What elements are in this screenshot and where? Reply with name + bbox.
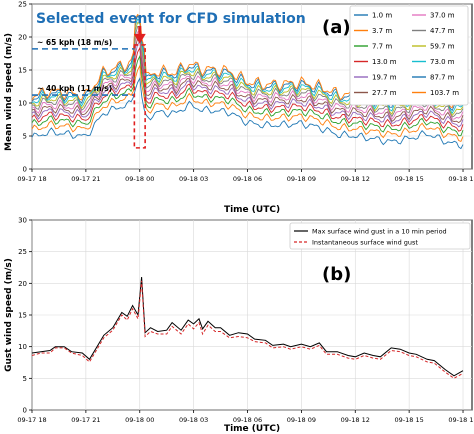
panel-a-legend-label: 87.7 m [430, 74, 455, 82]
panel-a-legend-box [349, 5, 469, 106]
panel-a-legend-label: 47.7 m [430, 27, 455, 35]
panel-a-x-tick-label: 09-18 09 [287, 175, 316, 183]
panel-a-legend-label: 103.7 m [430, 89, 459, 97]
panel-b-x-tick-label: 09-18 09 [287, 416, 316, 424]
panel-a-series-line-6 [31, 34, 464, 124]
panel-a-annotations: ~ 65 kph (18 m/s) ~ 40 kph (11 m/s) [32, 26, 146, 149]
panel-b-series-lines [31, 276, 464, 379]
panel-a-x-tick-label: 09-18 00 [125, 175, 154, 183]
panel-a-x-axis-label: Time (UTC) [224, 205, 280, 215]
panel-a-title: Selected event for CFD simulation [36, 11, 306, 27]
panel-b-grid [31, 219, 472, 411]
panel-a-ticks: 09-17 18 09-17 21 09-18 00 09-18 03 09-18 06… [17, 1, 474, 184]
panel-a-legend-label: 27.7 m [372, 89, 397, 97]
panel-a-series-line-5 [31, 39, 464, 128]
panel-a-x-tick-label: 09-18 06 [233, 175, 262, 183]
panel-a-x-tick-label: 09-17 21 [71, 175, 100, 183]
panel-b-series-line-2 [31, 280, 464, 379]
panel-a-y-tick-label: 10 [18, 100, 27, 108]
panel-b-y-tick-label: 10 [18, 343, 27, 351]
panel-b-y-tick-label: 15 [18, 312, 27, 320]
panel-a: ~ 65 kph (18 m/s) ~ 40 kph (11 m/s) 09-17… [4, 1, 474, 216]
panel-a-y-tick-label: 5 [23, 133, 27, 141]
panel-b: 09-17 18 09-17 21 09-18 00 09-18 03 09-18 06… [4, 217, 474, 434]
panel-b-y-tick-label: 30 [18, 217, 27, 225]
panel-a-level-label: ~ 65 kph (18 m/s) [37, 38, 112, 47]
panel-a-red-arrow-head [133, 33, 146, 44]
panel-b-legend-box [289, 222, 471, 250]
panel-a-series-line-3 [31, 54, 464, 137]
panel-b-x-tick-label: 09-17 21 [71, 416, 100, 424]
panel-b-y-tick-label: 25 [18, 248, 27, 256]
panel-b-legend: Max surface wind gust in a 10 min period… [289, 222, 471, 250]
panel-b-x-tick-label: 09-18 18 [448, 416, 474, 424]
panel-b-x-tick-label: 09-18 03 [179, 416, 208, 424]
panel-b-y-tick-label: 0 [23, 407, 27, 415]
panel-a-x-tick-label: 09-18 03 [179, 175, 208, 183]
panel-a-x-tick-label: 09-18 12 [341, 175, 370, 183]
panel-a-series-line-7 [32, 30, 464, 121]
panel-b-y-axis-label: Gust wind speed (m/s) [4, 258, 14, 372]
panel-a-series-line-10 [31, 18, 464, 115]
panel-b-label: (b) [322, 264, 351, 285]
panel-a-x-tick-label: 09-18 18 [448, 175, 474, 183]
panel-b-x-tick-label: 09-18 12 [341, 416, 370, 424]
panel-a-series-line-4 [31, 46, 464, 132]
panel-b-x-tick-label: 09-17 18 [17, 416, 46, 424]
panel-a-y-axis-label: Mean wind speed (m/s) [4, 33, 14, 151]
panel-b-legend-label: Instantaneous surface wind gust [312, 239, 418, 247]
panel-a-label: (a) [322, 17, 351, 38]
panel-a-x-tick-label: 09-17 18 [17, 175, 46, 183]
panel-a-legend-label: 7.7 m [372, 43, 392, 51]
panel-a-legend-label: 73.0 m [430, 58, 455, 66]
panel-a-legend-label: 59.7 m [430, 43, 455, 51]
panel-a-legend-label: 37.0 m [430, 12, 455, 20]
panel-a-level-label: ~ 40 kph (11 m/s) [37, 84, 112, 93]
panel-a-y-tick-label: 0 [23, 166, 27, 174]
panel-b-x-axis-label: Time (UTC) [224, 424, 280, 434]
panel-a-series-lines [31, 13, 464, 150]
panel-a-series-line-2 [31, 64, 464, 142]
panel-a-series-line-11 [31, 15, 464, 112]
panel-a-legend: 1.0 m 3.7 m 7.7 m 13.0 m 19.7 m 27.7 m 37.0 m 4… [349, 5, 469, 106]
panel-a-y-tick-label: 20 [18, 34, 27, 42]
panel-b-y-tick-label: 20 [18, 280, 27, 288]
panel-a-legend-label: 1.0 m [372, 12, 392, 20]
panel-b-x-tick-label: 09-18 00 [125, 416, 154, 424]
panel-b-ticks: 09-17 18 09-17 21 09-18 00 09-18 03 09-18 06… [17, 217, 474, 425]
panel-a-y-tick-label: 15 [18, 67, 27, 75]
panel-a-legend-label: 3.7 m [372, 27, 392, 35]
panel-a-legend-label: 19.7 m [372, 74, 397, 82]
panel-a-y-tick-label: 25 [18, 1, 27, 9]
panel-a-series-line-8 [31, 26, 464, 118]
panel-a-x-tick-label: 09-18 15 [395, 175, 424, 183]
panel-b-x-tick-label: 09-18 15 [395, 416, 424, 424]
panel-b-series-line-1 [31, 276, 464, 377]
panel-b-x-tick-label: 09-18 06 [233, 416, 262, 424]
panel-b-y-tick-label: 5 [23, 375, 27, 383]
panel-b-legend-label: Max surface wind gust in a 10 min period [312, 228, 447, 236]
panel-a-highlight-box [133, 44, 146, 149]
panel-a-series-line-9 [31, 21, 464, 117]
panel-a-legend-label: 13.0 m [372, 58, 397, 66]
panel-a-series-line-1 [31, 77, 464, 150]
